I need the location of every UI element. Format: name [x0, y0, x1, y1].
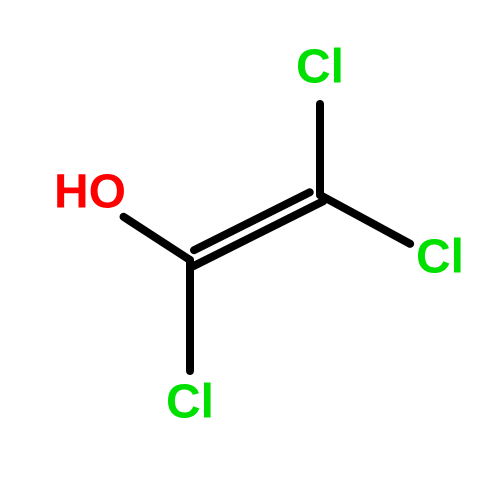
bond-line [194, 192, 310, 250]
atom-label-cl2: Cl [416, 231, 464, 284]
atom-label-cl3: Cl [166, 376, 214, 429]
bond-line [320, 195, 410, 244]
molecule-canvas: Cl Cl Cl HO [0, 0, 500, 500]
bond-line [193, 201, 323, 266]
atom-label-cl1: Cl [296, 41, 344, 94]
atom-label-oh: HO [54, 166, 126, 219]
bond-line [124, 217, 190, 260]
